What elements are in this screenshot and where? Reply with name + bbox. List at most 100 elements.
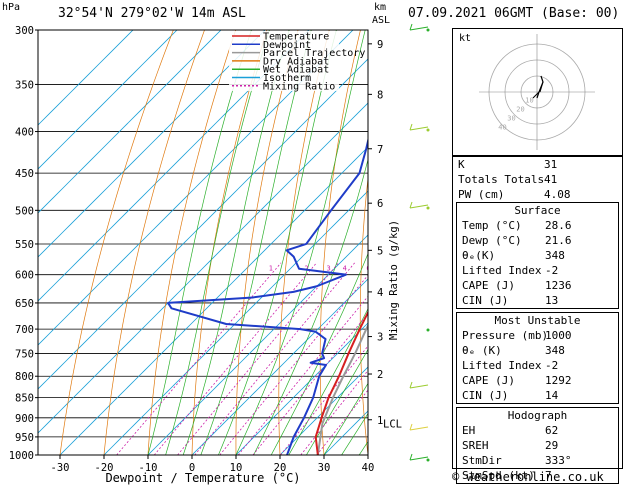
surface-value: 1236: [545, 279, 572, 292]
pressure-tick-label: 450: [15, 168, 34, 180]
legend-entry: Dewpoint: [263, 40, 311, 51]
height-tick-label: 3: [377, 332, 383, 344]
hodograph-param-value: 333°: [545, 454, 572, 467]
most-unstable-value: 1292: [545, 374, 572, 387]
dry-adiabat: [235, 30, 299, 455]
most-unstable-label: Pressure (mb): [462, 329, 549, 342]
station-location: 32°54'N 279°02'W 14m ASL: [58, 6, 246, 21]
hodograph-unit: kt: [459, 33, 471, 44]
wind-barb: [409, 126, 429, 131]
legend-entry: Parcel Trajectory: [263, 48, 365, 59]
wet-adiabat: [288, 307, 368, 455]
hodograph-param-label: EH: [462, 424, 476, 437]
surface-label: Temp (°C): [462, 219, 522, 232]
height-tick-label: 1: [377, 415, 383, 427]
wet-adiabat: [165, 30, 270, 455]
dry-adiabat: [278, 30, 330, 455]
wet-adiabat: [200, 30, 312, 455]
dry-adiabat: [59, 30, 174, 455]
pressure-tick-label: 400: [15, 127, 34, 139]
most-unstable-label: θₑ (K): [462, 344, 502, 357]
most-unstable-value: -2: [545, 359, 559, 372]
hodograph-param-label: StmDir: [462, 454, 502, 467]
wind-barb-flag: [409, 123, 413, 131]
surface-value: 13: [545, 294, 559, 307]
hodograph-param-value: 62: [545, 424, 559, 437]
wet-adiabat: [147, 30, 252, 455]
pressure-tick-label: 350: [15, 79, 34, 91]
pressure-tick-label: 750: [15, 348, 34, 360]
most-unstable-label: CAPE (J): [462, 374, 515, 387]
wet-adiabat: [323, 382, 368, 455]
hodograph-param-value: 29: [545, 439, 559, 452]
index-label: K: [458, 158, 465, 171]
mixing-ratio-line: [177, 262, 339, 455]
mixing-ratio-value: 20: [440, 265, 448, 273]
surface-label: Lifted Index: [462, 264, 542, 277]
wind-barb-flag: [409, 453, 413, 461]
mixing-ratio-line: [219, 274, 368, 455]
height-tick-label: 9: [377, 39, 383, 51]
index-label: PW (cm): [458, 188, 505, 201]
pressure-tick-label: 300: [15, 25, 34, 37]
legend-entry: Dry Adiabat: [263, 56, 329, 67]
surface-value: -2: [545, 264, 559, 277]
most-unstable-row: CIN (J) 14: [457, 388, 618, 403]
wind-barb-dot: [426, 328, 430, 332]
hodograph-param-row: StmSpd (kt) 7: [457, 468, 618, 483]
parcel-trajectory-line: [316, 323, 368, 455]
wind-barb: [409, 26, 429, 31]
dry-adiabat: [191, 30, 268, 455]
wet-adiabat: [306, 348, 368, 455]
index-value: 41: [544, 173, 558, 186]
temperature-tick-label: -30: [51, 462, 70, 474]
surface-row: CIN (J) 13: [457, 293, 618, 308]
mixing-ratio-line: [280, 345, 368, 455]
mixing-ratio-value: 4: [343, 265, 347, 273]
pressure-tick-label: 1000: [9, 450, 34, 462]
wind-barb: [409, 204, 429, 209]
legend-entry: Temperature: [263, 32, 329, 43]
axes: 3003504004505005506006507007508008509009…: [9, 25, 402, 474]
surface-row: Temp (°C) 28.6: [457, 218, 618, 233]
mixing-ratio-value: 3: [326, 265, 330, 273]
wind-barb: [409, 384, 429, 389]
pressure-tick-label: 650: [15, 298, 34, 310]
plot-frame: [37, 29, 369, 456]
hodograph-params-title: Hodograph: [507, 409, 568, 422]
storm-motion-arrow: [532, 81, 544, 99]
asl-unit-label: ASL: [372, 15, 391, 26]
isotherm: [103, 190, 368, 455]
legend-entry: Wet Adiabat: [263, 65, 329, 76]
hodograph-ring-label: 20: [516, 106, 524, 114]
temperature-tick-label: 30: [318, 462, 331, 474]
legend-entry: Mixing Ratio: [263, 81, 335, 92]
wind-barb: [409, 456, 429, 461]
wet-adiabat: [218, 30, 337, 455]
isotherm: [147, 234, 368, 455]
copyright-footer: © weatheronline.co.uk: [452, 470, 604, 484]
wind-barbs: [409, 23, 430, 462]
surface-row: CAPE (J) 1236: [457, 278, 618, 293]
most-unstable-row: CAPE (J) 1292: [457, 373, 618, 388]
dry-adiabat: [399, 30, 423, 455]
temperature-line: [314, 310, 368, 455]
index-row: PW (cm) 4.08: [453, 187, 622, 202]
pressure-tick-label: 950: [15, 432, 34, 444]
index-value: 4.08: [544, 188, 571, 201]
profile-lines: [167, 136, 368, 455]
wet-adiabat: [182, 30, 290, 455]
mixing-ratio-value: 6: [366, 265, 370, 273]
hodograph-trace: [536, 75, 544, 99]
surface-label: CIN (J): [462, 294, 509, 307]
surface-value: 348: [545, 249, 565, 262]
mixing-ratio-line: [237, 295, 368, 455]
isotherm: [38, 30, 266, 258]
wind-barb-dot: [426, 206, 430, 210]
isotherm: [38, 58, 368, 390]
surface-label: θₑ(K): [462, 249, 496, 262]
surface-label: CAPE (J): [462, 279, 515, 292]
